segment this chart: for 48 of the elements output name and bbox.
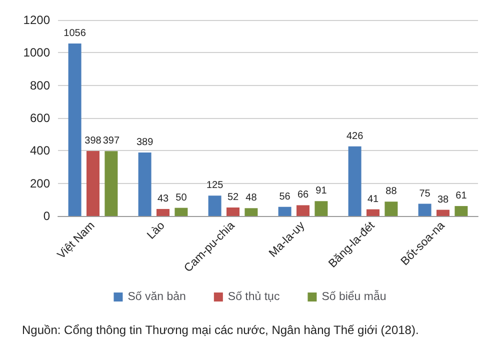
- data-label: 56: [279, 191, 291, 202]
- data-label: 75: [419, 188, 431, 200]
- data-label: 125: [206, 180, 224, 192]
- data-label: 1056: [64, 28, 86, 40]
- bar: [314, 201, 328, 216]
- bar: [68, 44, 82, 216]
- bar: [278, 206, 292, 216]
- y-tick-label: 1200: [23, 13, 50, 27]
- bar: [348, 146, 362, 216]
- bar: [436, 210, 450, 216]
- bar: [226, 208, 240, 216]
- bar: [174, 208, 188, 216]
- data-label: 398: [84, 135, 102, 146]
- y-tick-label: 400: [30, 144, 50, 158]
- data-label: 397: [102, 136, 120, 147]
- data-label: 66: [297, 190, 309, 201]
- y-tick-label: 1000: [23, 46, 50, 60]
- data-label: 48: [246, 192, 258, 204]
- bar: [366, 209, 380, 216]
- y-tick-label: 600: [30, 111, 50, 125]
- data-label: 61: [456, 190, 468, 202]
- legend-label: Số biểu mẫu: [322, 290, 386, 303]
- bar: [138, 152, 152, 216]
- bar: [244, 208, 258, 216]
- bar: [296, 205, 310, 216]
- y-tick-label: 800: [30, 78, 50, 92]
- legend-label: Số thủ tục: [228, 291, 280, 303]
- data-label: 43: [157, 193, 169, 204]
- data-label: 52: [227, 192, 239, 204]
- data-label: 38: [437, 194, 449, 206]
- bar: [418, 204, 432, 216]
- data-label: 88: [386, 186, 398, 198]
- data-label: 50: [176, 192, 188, 204]
- y-tick-label: 0: [43, 209, 50, 223]
- data-label: 91: [316, 186, 328, 197]
- text: Nguồn: Cổng thông tin Thương mại các nước, Ngân hàng Thế giới (2018).: [22, 323, 419, 337]
- bar: [104, 151, 118, 216]
- bar: [454, 206, 468, 216]
- bar: [208, 196, 222, 216]
- bar: [384, 202, 398, 216]
- legend-label: Số văn bản: [128, 291, 186, 303]
- x-tick-label: Lào: [145, 220, 168, 242]
- bar: [156, 208, 170, 216]
- data-label: 426: [346, 130, 364, 142]
- bar: [86, 150, 100, 216]
- data-label: 389: [136, 136, 154, 148]
- data-label: 41: [367, 194, 379, 205]
- y-tick-label: 200: [30, 176, 50, 190]
